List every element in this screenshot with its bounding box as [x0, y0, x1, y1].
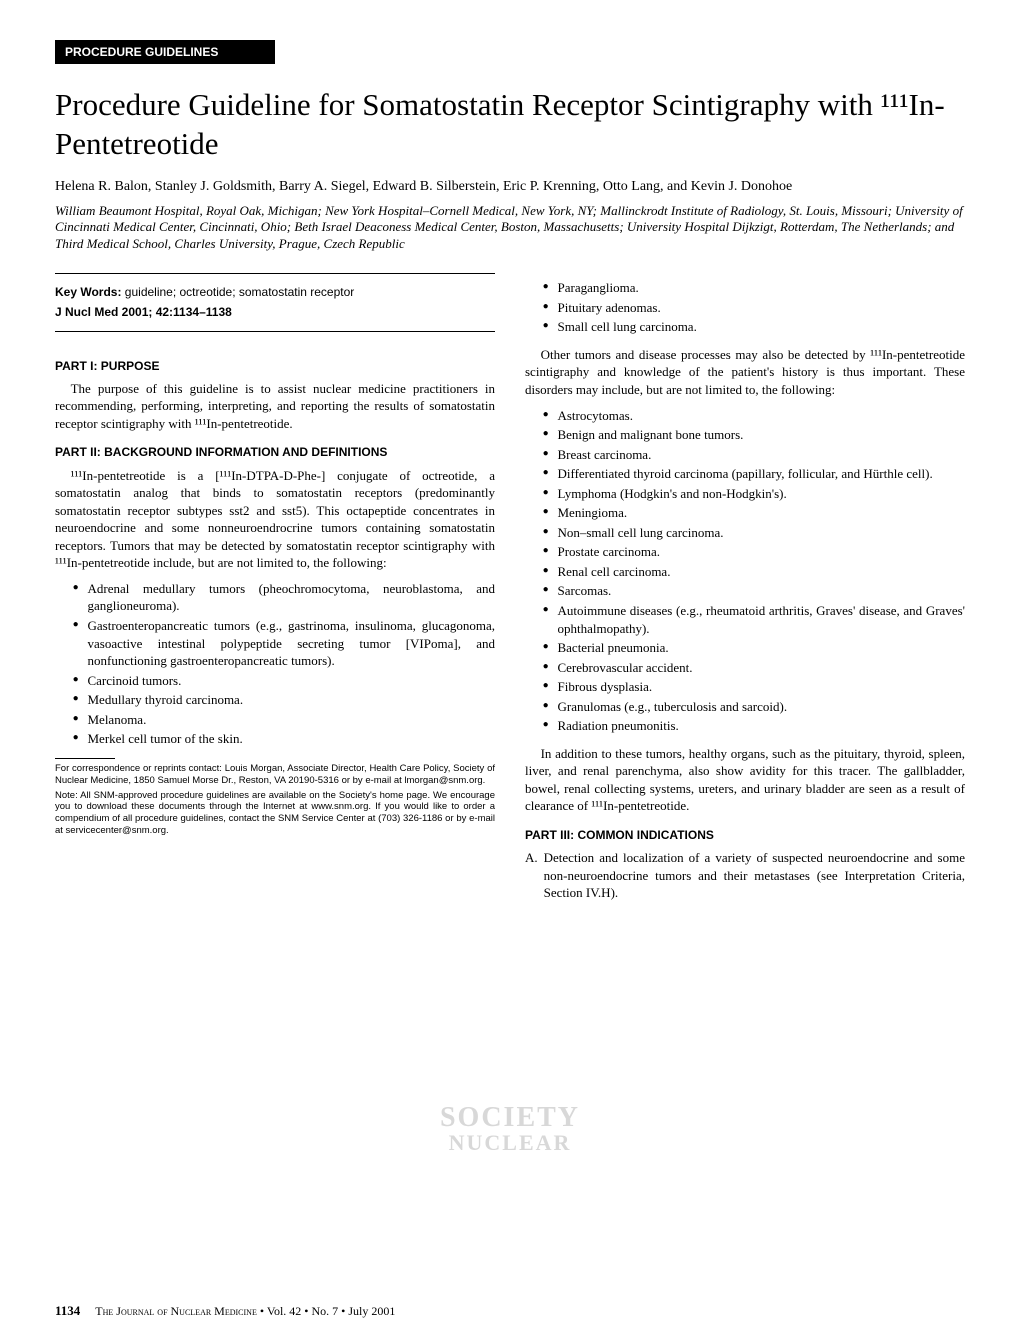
left-column: Key Words: guideline; octreotide; somato…: [55, 273, 495, 902]
left-bullet-list: Adrenal medullary tumors (pheochromocyto…: [71, 580, 495, 748]
list-item: Pituitary adenomas.: [541, 299, 965, 317]
part2-heading: PART II: BACKGROUND INFORMATION AND DEFI…: [55, 444, 495, 460]
list-item: Prostate carcinoma.: [541, 543, 965, 561]
part1-heading: PART I: PURPOSE: [55, 358, 495, 374]
watermark: SOCIETY NUCLEAR: [440, 1104, 580, 1154]
right-bullet-list-mid: Astrocytomas. Benign and malignant bone …: [541, 407, 965, 735]
part3-list: A. Detection and localization of a varie…: [525, 849, 965, 902]
list-item: Benign and malignant bone tumors.: [541, 426, 965, 444]
part3-item-text: Detection and localization of a variety …: [544, 849, 965, 902]
list-item: Fibrous dysplasia.: [541, 678, 965, 696]
right-bullet-list-top: Paraganglioma. Pituitary adenomas. Small…: [541, 279, 965, 336]
part3-heading: PART III: COMMON INDICATIONS: [525, 827, 965, 843]
list-item: Adrenal medullary tumors (pheochromocyto…: [71, 580, 495, 615]
col2-paragraph-2: In addition to these tumors, healthy org…: [525, 745, 965, 815]
list-item: Medullary thyroid carcinoma.: [71, 691, 495, 709]
keywords-block: Key Words: guideline; octreotide; somato…: [55, 273, 495, 331]
journal-name: The Journal of Nuclear Medicine: [95, 1304, 257, 1318]
footnote-separator: [55, 758, 115, 759]
footnote-correspondence: For correspondence or reprints contact: …: [55, 763, 495, 787]
list-item: Renal cell carcinoma.: [541, 563, 965, 581]
section-header-bar: PROCEDURE GUIDELINES: [55, 40, 275, 64]
watermark-line1: SOCIETY: [440, 1104, 580, 1132]
right-column: Paraganglioma. Pituitary adenomas. Small…: [525, 273, 965, 902]
list-item: Granulomas (e.g., tuberculosis and sarco…: [541, 698, 965, 716]
list-item: Breast carcinoma.: [541, 446, 965, 464]
list-item: Astrocytomas.: [541, 407, 965, 425]
issue-info: • Vol. 42 • No. 7 • July 2001: [257, 1304, 396, 1318]
page-footer: 1134 The Journal of Nuclear Medicine • V…: [55, 1302, 965, 1320]
citation: J Nucl Med 2001; 42:1134–1138: [55, 304, 495, 320]
authors-line: Helena R. Balon, Stanley J. Goldsmith, B…: [55, 178, 965, 197]
list-item: Cerebrovascular accident.: [541, 659, 965, 677]
list-item: Merkel cell tumor of the skin.: [71, 730, 495, 748]
keywords-label: Key Words:: [55, 285, 121, 299]
list-item: Meningioma.: [541, 504, 965, 522]
list-item: Bacterial pneumonia.: [541, 639, 965, 657]
col2-paragraph-1: Other tumors and disease processes may a…: [525, 346, 965, 399]
list-item: Carcinoid tumors.: [71, 672, 495, 690]
list-item: Lymphoma (Hodgkin's and non-Hodgkin's).: [541, 485, 965, 503]
list-item: Differentiated thyroid carcinoma (papill…: [541, 465, 965, 483]
list-item: Radiation pneumonitis.: [541, 717, 965, 735]
part1-paragraph: The purpose of this guideline is to assi…: [55, 380, 495, 433]
keywords-line: Key Words: guideline; octreotide; somato…: [55, 284, 495, 300]
affiliations: William Beaumont Hospital, Royal Oak, Mi…: [55, 203, 965, 254]
list-item: Non–small cell lung carcinoma.: [541, 524, 965, 542]
list-item: Melanoma.: [71, 711, 495, 729]
list-item: Sarcomas.: [541, 582, 965, 600]
page-number: 1134: [55, 1303, 80, 1318]
article-title: Procedure Guideline for Somatostatin Rec…: [55, 86, 965, 164]
part3-item-letter: A.: [525, 849, 538, 902]
watermark-line2: NUCLEAR: [440, 1132, 580, 1154]
list-item: Autoimmune diseases (e.g., rheumatoid ar…: [541, 602, 965, 637]
list-item: Small cell lung carcinoma.: [541, 318, 965, 336]
list-item: Gastroenteropancreatic tumors (e.g., gas…: [71, 617, 495, 670]
footnote-note: Note: All SNM-approved procedure guideli…: [55, 790, 495, 838]
keywords-text: guideline; octreotide; somatostatin rece…: [121, 285, 354, 299]
list-item: Paraganglioma.: [541, 279, 965, 297]
part2-paragraph: ¹¹¹In-pentetreotide is a [¹¹¹In-DTPA-D-P…: [55, 467, 495, 572]
part3-item-a: A. Detection and localization of a varie…: [525, 849, 965, 902]
